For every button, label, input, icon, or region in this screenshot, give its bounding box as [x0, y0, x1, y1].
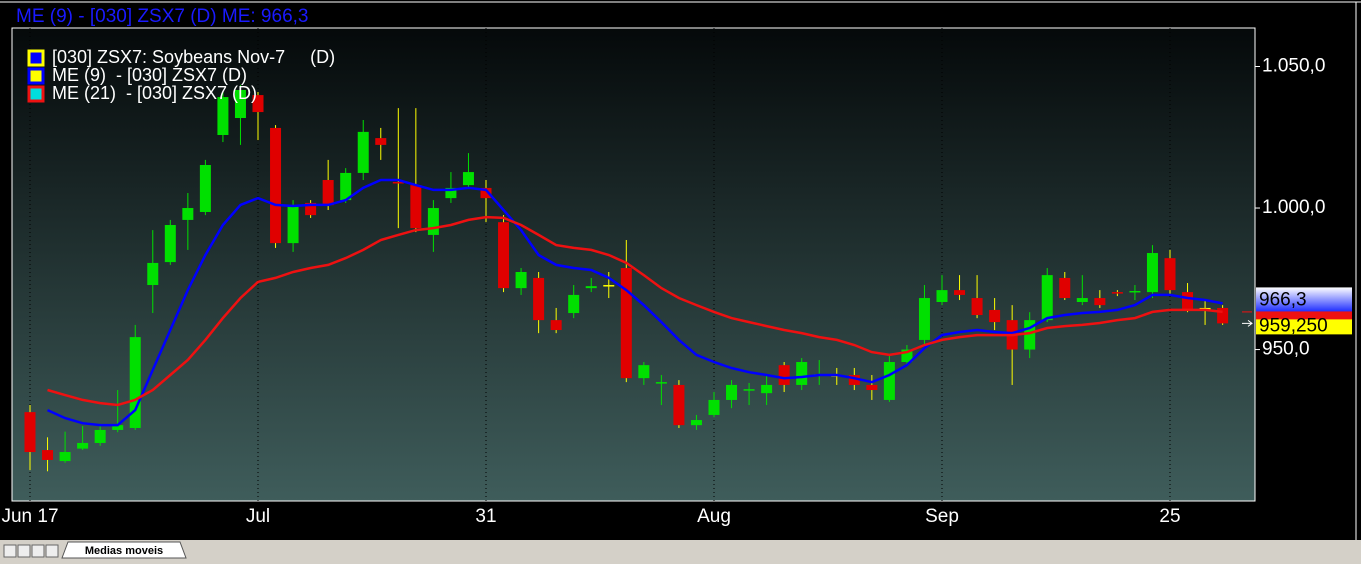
- candle-body: [340, 172, 352, 201]
- candle-body: [515, 272, 527, 289]
- candle-body: [1217, 307, 1229, 324]
- candle-body: [1129, 290, 1141, 293]
- candle-body: [901, 349, 913, 363]
- x-tick-label: Jul: [246, 506, 270, 527]
- x-tick-label: 31: [475, 506, 496, 527]
- tab-bar: [0, 540, 1361, 564]
- tab[interactable]: [61, 541, 187, 559]
- nav-button[interactable]: [45, 544, 59, 558]
- candle-body: [462, 172, 474, 186]
- tab-label[interactable]: Medias moveis: [85, 545, 163, 557]
- candle-body: [936, 290, 948, 303]
- candle-body: [59, 452, 71, 462]
- y-tick-label: 950,0: [1262, 339, 1310, 360]
- candle-body: [971, 298, 983, 316]
- candle-body: [726, 384, 738, 400]
- legend-marker: [27, 67, 45, 85]
- last-value-label: 966,3: [1259, 289, 1307, 310]
- y-tick-label: 1.050,0: [1262, 56, 1325, 77]
- candle-body: [445, 187, 457, 199]
- candle-body: [305, 202, 317, 216]
- candle-body: [357, 131, 369, 173]
- x-tick-label: 25: [1159, 506, 1180, 527]
- last-value-label: 959,250: [1259, 315, 1328, 336]
- candle-body: [129, 337, 141, 428]
- candle-body: [848, 375, 860, 385]
- x-tick-label: Sep: [925, 506, 959, 527]
- candle-body: [989, 309, 1001, 323]
- candle-body: [954, 290, 966, 295]
- candle-body: [164, 225, 176, 263]
- candle-body: [147, 262, 159, 286]
- candle-body: [866, 384, 878, 391]
- candle-body: [550, 320, 562, 331]
- candle-body: [1111, 292, 1123, 294]
- legend-marker: [27, 85, 45, 103]
- nav-button[interactable]: [17, 544, 31, 558]
- nav-button[interactable]: [31, 544, 45, 558]
- candle-body: [42, 450, 54, 460]
- candle-body: [761, 384, 773, 394]
- legend-label: ME (9) - [030] ZSX7 (D): [52, 65, 247, 85]
- candle-body: [568, 294, 580, 314]
- legend-label: ME (21) - [030] ZSX7 (D): [52, 83, 257, 103]
- candle-body: [375, 138, 387, 145]
- candle-body: [638, 365, 650, 379]
- candle-body: [270, 127, 282, 244]
- candle-body: [655, 382, 667, 384]
- candle-body: [1164, 258, 1176, 291]
- candle-body: [533, 277, 545, 321]
- candle-body: [1024, 320, 1036, 350]
- candle-body: [1041, 275, 1053, 321]
- candle-body: [112, 425, 124, 430]
- candle-body: [24, 412, 36, 453]
- candle-body: [322, 180, 334, 206]
- candle-body: [94, 429, 106, 443]
- legend-marker: [27, 49, 45, 67]
- candle-body: [480, 187, 492, 199]
- candle-body: [743, 389, 755, 391]
- candle-body: [427, 208, 439, 235]
- candle-body: [1182, 292, 1194, 310]
- chart-title: ME (9) - [030] ZSX7 (D) ME: 966,3: [16, 6, 308, 27]
- candle-body: [287, 205, 299, 244]
- candle-body: [77, 442, 89, 449]
- candle-body: [1146, 253, 1158, 293]
- last-value-box: [1256, 319, 1352, 335]
- candle-body: [498, 222, 510, 289]
- x-tick-label: Jun 17: [1, 506, 58, 527]
- candle-body: [410, 185, 422, 229]
- y-tick-label: 1.000,0: [1262, 197, 1325, 218]
- candle-body: [883, 362, 895, 400]
- candle-body: [620, 268, 632, 379]
- nav-button[interactable]: [3, 544, 17, 558]
- candle-body: [1059, 277, 1071, 299]
- candle-body: [1076, 298, 1088, 303]
- candle-body: [234, 89, 246, 119]
- price-arrow: [1242, 319, 1253, 327]
- last-value-box: [1256, 287, 1352, 312]
- candle-body: [252, 95, 264, 113]
- candle-body: [1094, 298, 1106, 306]
- candle-body: [918, 298, 930, 340]
- candle-body: [690, 420, 702, 426]
- moving-average-line: [47, 215, 1223, 407]
- candle-body: [796, 362, 808, 385]
- candle-body: [603, 285, 615, 287]
- candle-body: [182, 208, 194, 220]
- candle-body: [673, 384, 685, 426]
- candle-body: [585, 286, 597, 289]
- candle-body: [778, 365, 790, 385]
- candle-body: [708, 399, 720, 415]
- candle-body: [199, 165, 211, 212]
- candle-body: [392, 181, 404, 184]
- moving-average-line: [46, 178, 1223, 427]
- legend-label: [030] ZSX7: Soybeans Nov-7 (D): [52, 47, 335, 67]
- candle-body: [217, 97, 229, 135]
- x-tick-label: Aug: [697, 506, 731, 527]
